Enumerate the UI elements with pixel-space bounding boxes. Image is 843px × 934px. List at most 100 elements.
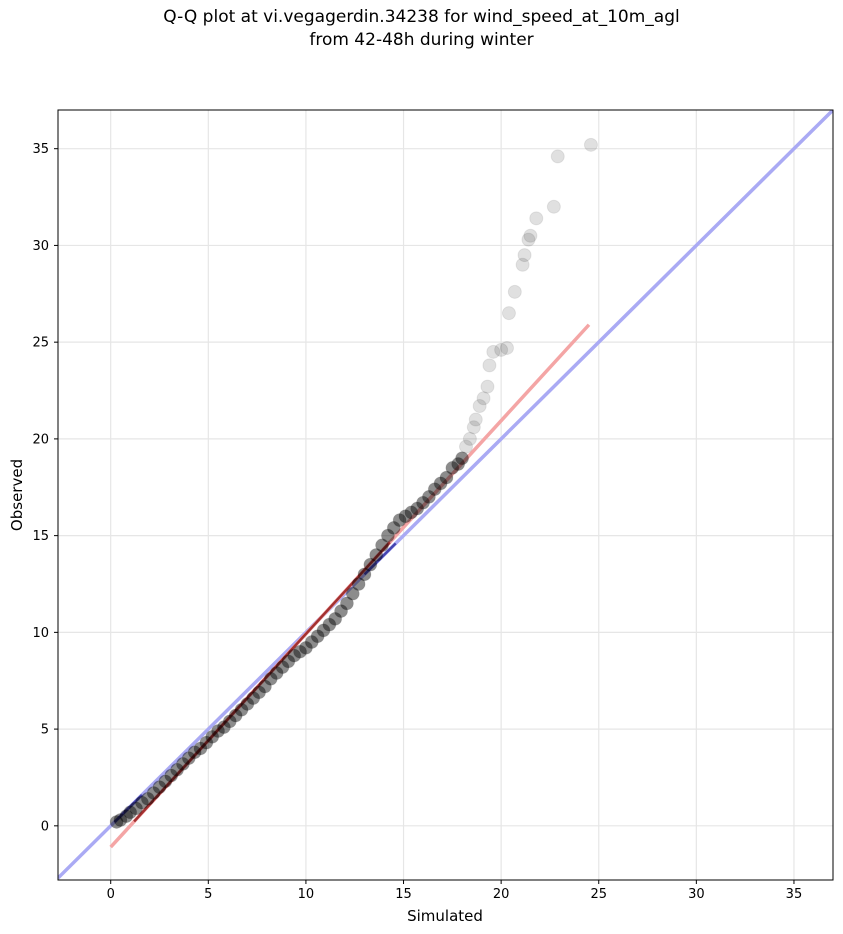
- qq-point: [529, 211, 544, 226]
- x-tick-label: 5: [204, 887, 212, 902]
- qq-point: [523, 228, 538, 243]
- qq-point: [234, 702, 249, 717]
- qq-point: [140, 791, 155, 806]
- qq-point: [468, 412, 483, 427]
- qq-point: [482, 358, 497, 373]
- qq-point: [462, 431, 477, 446]
- qq-point: [222, 714, 237, 729]
- qq-point: [181, 751, 196, 766]
- qq-point: [175, 756, 190, 771]
- qq-point: [339, 596, 354, 611]
- qq-point: [439, 470, 454, 485]
- identity-line-overlap: [363, 542, 397, 576]
- qq-point: [269, 665, 284, 680]
- qq-point: [109, 814, 124, 829]
- x-tick-label: 30: [688, 887, 705, 902]
- qq-point: [187, 745, 202, 760]
- qq-point: [275, 660, 290, 675]
- chart-title-line-2: from 42-48h during winter: [309, 30, 534, 50]
- qq-point: [472, 399, 487, 414]
- qq-point: [199, 735, 214, 750]
- qq-point: [466, 420, 481, 435]
- qq-point: [281, 654, 296, 669]
- y-tick-label: 35: [32, 142, 49, 157]
- qq-point: [501, 306, 516, 321]
- y-tick-label: 30: [32, 239, 49, 254]
- qq-point: [455, 451, 470, 466]
- qq-point: [445, 460, 460, 475]
- qq-point: [146, 785, 161, 800]
- qq-point: [211, 724, 226, 739]
- qq-point: [345, 586, 360, 601]
- qq-point: [304, 635, 319, 650]
- qq-point: [134, 795, 149, 810]
- y-tick-label: 5: [41, 723, 49, 738]
- qq-point: [386, 520, 401, 535]
- qq-point: [298, 640, 313, 655]
- qq-point: [257, 679, 272, 694]
- qq-point: [119, 809, 134, 824]
- x-tick-label: 35: [786, 887, 803, 902]
- x-tick-label: 0: [107, 887, 115, 902]
- qq-point: [486, 344, 501, 359]
- qq-point: [410, 501, 425, 516]
- qq-point: [392, 513, 407, 528]
- qq-point: [113, 813, 128, 828]
- qq-point: [170, 762, 185, 777]
- qq-point: [380, 528, 395, 543]
- qq-point: [375, 538, 390, 553]
- qq-point: [398, 509, 413, 524]
- identity-line-overlap: [113, 793, 143, 823]
- x-tick-label: 25: [590, 887, 607, 902]
- y-axis-label: Observed: [8, 459, 26, 531]
- qq-point: [123, 805, 138, 820]
- qq-point: [240, 696, 255, 711]
- qq-point: [322, 617, 337, 632]
- qq-point: [363, 557, 378, 572]
- fit-line-overlap: [133, 541, 391, 823]
- qq-point: [357, 567, 372, 582]
- qq-point: [494, 342, 509, 357]
- qq-point: [451, 457, 466, 472]
- chart-title-line-1: Q-Q plot at vi.vegagerdin.34238 for wind…: [163, 7, 680, 27]
- qq-point: [546, 199, 561, 214]
- qq-point: [228, 708, 243, 723]
- qq-point: [351, 576, 366, 591]
- qq-point: [507, 284, 522, 299]
- qq-point: [476, 391, 491, 406]
- x-tick-label: 15: [395, 887, 412, 902]
- qq-point: [550, 149, 565, 164]
- qq-point: [433, 476, 448, 491]
- qq-point: [246, 691, 261, 706]
- grid-lines: [58, 110, 833, 880]
- qq-point: [152, 780, 167, 795]
- x-axis-label: Simulated: [407, 907, 483, 925]
- qq-point: [263, 671, 278, 686]
- y-axis-ticks: 0 5 10 15 20 25 30 35: [32, 142, 58, 834]
- qq-point: [216, 720, 231, 735]
- qq-point: [499, 340, 514, 355]
- qq-point: [480, 379, 495, 394]
- qq-point: [334, 604, 349, 619]
- x-tick-label: 10: [298, 887, 315, 902]
- identity-line: [58, 110, 833, 880]
- qq-point: [369, 547, 384, 562]
- qq-point: [310, 629, 325, 644]
- reference-lines: [58, 110, 833, 880]
- qq-point: [517, 248, 532, 263]
- qq-point: [287, 648, 302, 663]
- data-points: [109, 137, 598, 829]
- qq-point: [583, 137, 598, 152]
- qq-point: [129, 801, 144, 816]
- qq-point: [421, 489, 436, 504]
- y-tick-label: 20: [32, 432, 49, 447]
- qq-point: [521, 232, 536, 247]
- qq-point: [404, 505, 419, 520]
- qq-point: [164, 768, 179, 783]
- qq-point: [252, 685, 267, 700]
- chart-title: Q-Q plot at vi.vegagerdin.34238 for wind…: [0, 6, 843, 52]
- x-axis-ticks: 0 5 10 15 20 25 30 35: [107, 880, 803, 902]
- y-tick-label: 25: [32, 336, 49, 351]
- x-tick-label: 20: [493, 887, 510, 902]
